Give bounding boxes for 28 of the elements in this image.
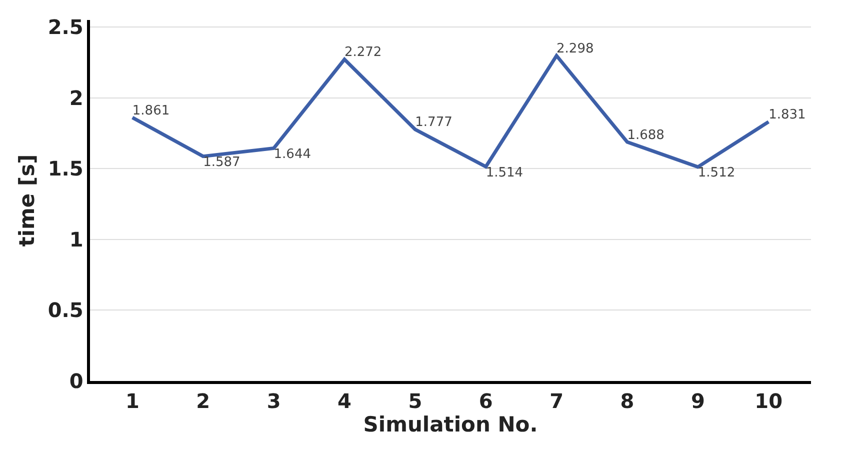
y-tick-label: 1 [69, 227, 84, 252]
data-label: 1.831 [768, 108, 806, 123]
y-tick-label: 2.5 [48, 15, 84, 40]
data-label: 1.644 [274, 147, 311, 162]
y-tick-label: 2 [69, 86, 84, 110]
data-label: 1.514 [486, 165, 524, 180]
y-tick-label: 1.5 [48, 156, 84, 181]
x-tick-label: 8 [620, 388, 634, 413]
x-tick-label: 7 [550, 388, 564, 413]
x-axis-title: Simulation No. [363, 412, 538, 437]
y-tick-label: 0.5 [48, 298, 84, 322]
x-tick-label: 5 [408, 388, 422, 413]
x-tick-label: 2 [196, 388, 210, 413]
data-label: 1.587 [203, 155, 240, 170]
x-tick-label: 4 [338, 388, 352, 413]
x-tick-label: 1 [125, 388, 140, 413]
x-tick-label: 10 [754, 388, 783, 413]
x-tick-label: 3 [266, 388, 281, 413]
data-label: 2.298 [556, 41, 594, 56]
data-label: 1.512 [698, 166, 736, 181]
data-label: 1.777 [415, 115, 452, 130]
data-label: 2.272 [344, 45, 382, 60]
y-tick-label: 0 [69, 369, 84, 393]
data-label: 1.861 [132, 103, 170, 118]
x-tick-label: 6 [478, 388, 493, 413]
x-tick-label: 9 [690, 388, 705, 413]
y-axis-title: time [s] [14, 154, 39, 247]
data-label: 1.688 [627, 128, 664, 143]
